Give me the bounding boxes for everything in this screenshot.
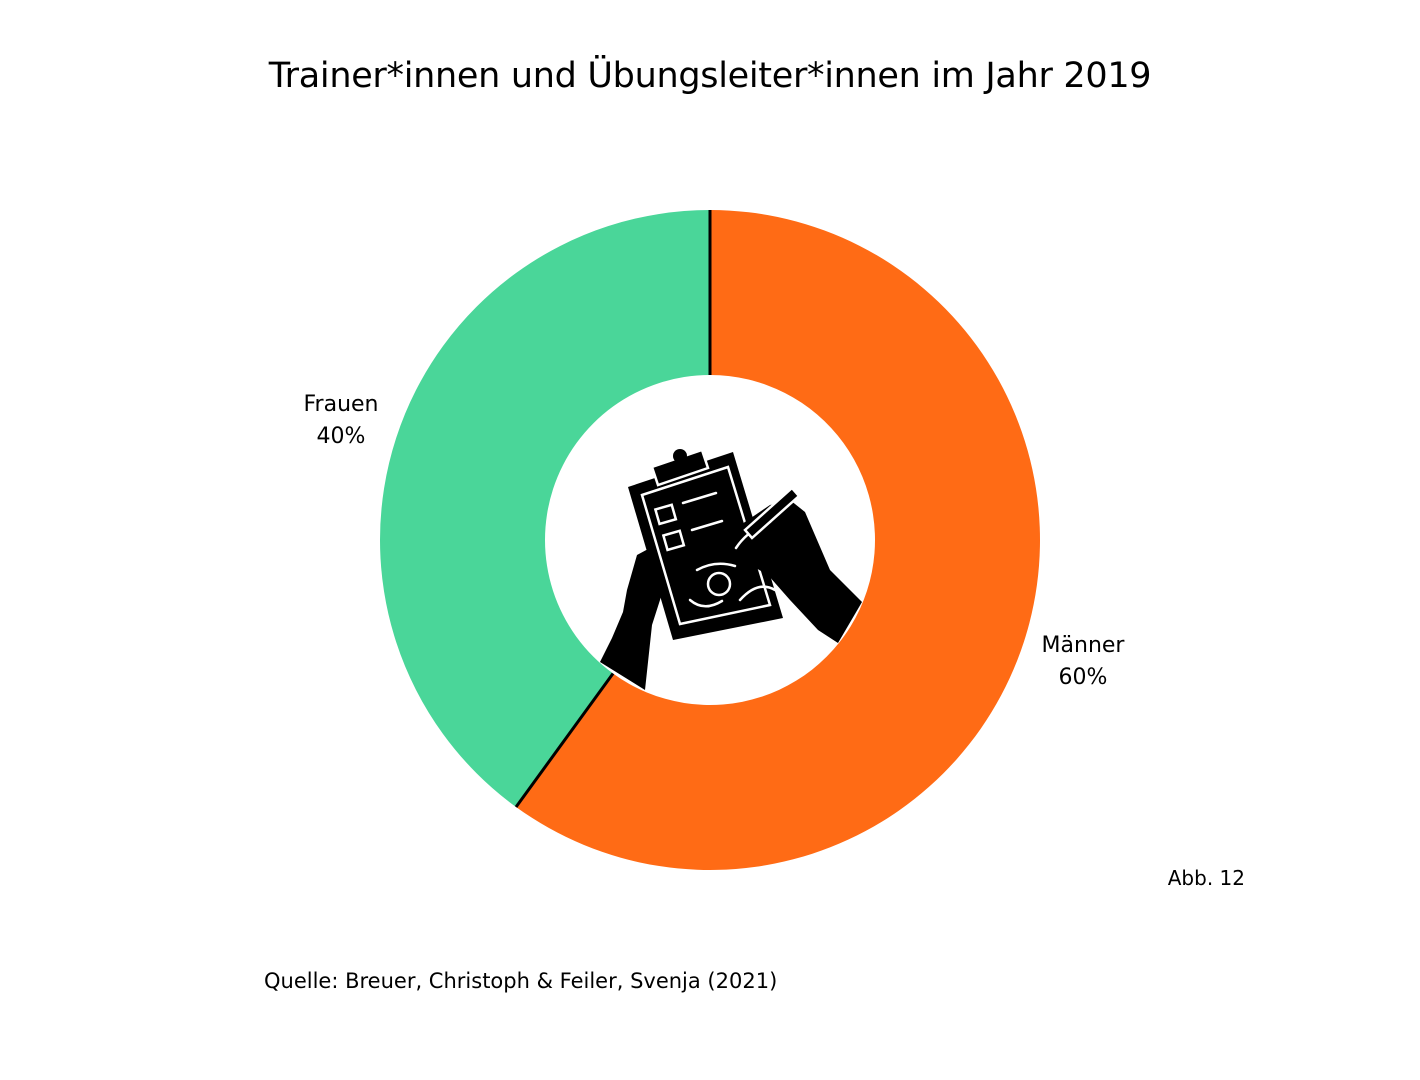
figure-number: Abb. 12 [1167,866,1245,890]
donut-slices [380,210,1040,871]
slice-label-maenner: Männer 60% [1023,630,1143,694]
chart-title: Trainer*innen und Übungsleiter*innen im … [268,56,1152,96]
slice-value-maenner: 60% [1058,665,1108,690]
clipboard-checklist-hands-icon [600,448,862,690]
slice-separators [514,210,712,808]
slice-value-frauen: 40% [316,424,366,449]
slice-name-frauen: Frauen [303,392,379,417]
slice-separator-1 [514,672,615,808]
slice-frauen [380,210,710,807]
slice-maenner [516,210,1040,871]
source-note: Quelle: Breuer, Christoph & Feiler, Sven… [264,969,778,993]
slice-name-maenner: Männer [1041,633,1125,658]
slice-label-frauen: Frauen 40% [281,389,401,453]
